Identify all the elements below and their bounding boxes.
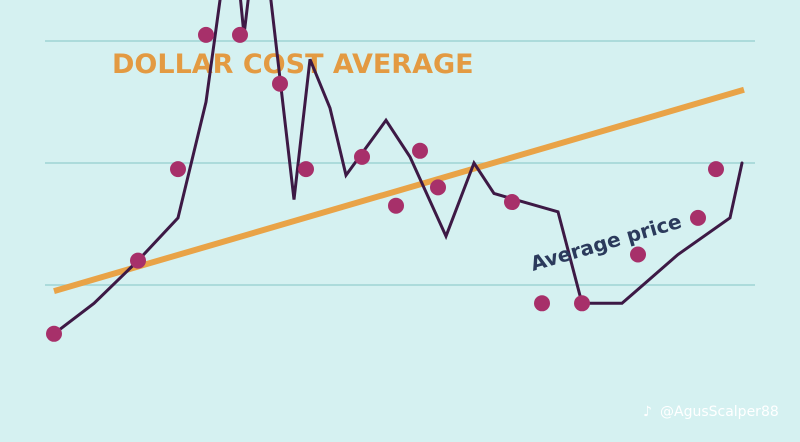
purchase-point <box>412 142 428 159</box>
purchase-point <box>298 161 314 178</box>
purchase-point <box>574 295 590 312</box>
purchase-points <box>46 26 724 342</box>
purchase-point <box>708 161 724 178</box>
purchase-point <box>272 75 288 92</box>
purchase-point <box>130 252 146 269</box>
purchase-point <box>504 194 520 211</box>
tiktok-icon: ♪ <box>643 404 652 420</box>
purchase-point <box>46 325 62 342</box>
purchase-point <box>198 26 214 43</box>
purchase-point <box>388 197 404 214</box>
average-price-group <box>53 86 745 294</box>
purchase-point <box>232 26 248 43</box>
purchase-point <box>354 148 370 165</box>
average-price-label: Average price <box>528 209 684 276</box>
purchase-point <box>690 209 706 226</box>
watermark: ♪ @AgusScalper88 <box>643 404 779 420</box>
grid-lines <box>45 40 755 286</box>
average-price-line <box>53 86 745 294</box>
purchase-point <box>630 246 646 263</box>
purchase-point <box>534 295 550 312</box>
purchase-point <box>430 179 446 196</box>
watermark-text: @AgusScalper88 <box>660 404 779 420</box>
chart-title: DOLLAR COST AVERAGE <box>112 49 474 80</box>
purchase-point <box>170 161 186 178</box>
